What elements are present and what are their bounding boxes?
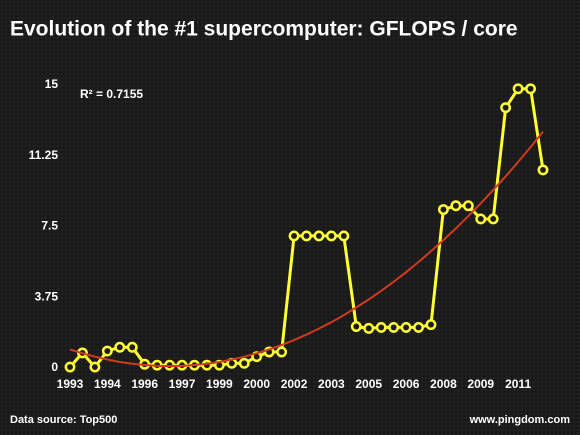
data-point	[126, 341, 138, 353]
data-point	[325, 230, 337, 242]
data-point	[276, 346, 288, 358]
data-point	[400, 321, 412, 333]
credit: www.pingdom.com	[469, 414, 571, 426]
data-point	[425, 319, 437, 331]
data-point	[413, 321, 424, 333]
x-tick-label: 1996	[131, 377, 158, 391]
x-tick-label: 2009	[467, 377, 494, 391]
data-point	[475, 213, 487, 225]
data-point	[338, 230, 350, 242]
x-tick-label: 2005	[355, 377, 382, 391]
x-tick-label: 2000	[243, 377, 270, 391]
data-point	[238, 357, 250, 369]
data-point	[388, 321, 400, 333]
data-point	[301, 230, 312, 242]
data-point	[450, 200, 462, 212]
y-tick-label: 0	[51, 360, 58, 374]
data-point	[64, 361, 76, 373]
x-tick-label: 2011	[505, 377, 531, 391]
chart-title: Evolution of the #1 supercomputer: GFLOP…	[10, 18, 518, 41]
data-point	[201, 359, 213, 371]
data-point	[89, 361, 101, 373]
data-point	[437, 204, 449, 215]
data-point	[375, 321, 387, 333]
x-tick-label: 1997	[169, 377, 196, 391]
trend-line	[69, 131, 544, 368]
data-point	[525, 83, 537, 95]
x-tick-label: 2002	[281, 377, 308, 391]
data-point	[288, 230, 300, 242]
data-point	[101, 345, 113, 357]
x-tick-label: 2003	[318, 377, 345, 391]
data-point	[462, 200, 474, 212]
x-tick-label: 1993	[57, 377, 84, 391]
y-tick-label: 3.75	[35, 289, 59, 303]
data-point	[512, 83, 524, 95]
data-point	[114, 341, 126, 353]
x-tick-label: 1994	[94, 377, 121, 391]
data-point	[537, 164, 549, 176]
data-point	[363, 322, 375, 334]
annotation: R² = 0.7155	[80, 87, 143, 101]
data-point	[313, 230, 325, 242]
x-tick-label: 1999	[206, 377, 233, 391]
y-tick-label: 15	[45, 77, 59, 91]
data-point	[350, 321, 362, 332]
y-tick-label: 11.25	[29, 148, 59, 162]
x-tick-label: 2006	[393, 377, 420, 391]
x-tick-label: 2008	[430, 377, 457, 391]
y-tick-label: 7.5	[41, 219, 58, 233]
data-point	[500, 102, 512, 114]
source: Data source: Top500	[10, 414, 117, 426]
data-point	[487, 213, 499, 225]
